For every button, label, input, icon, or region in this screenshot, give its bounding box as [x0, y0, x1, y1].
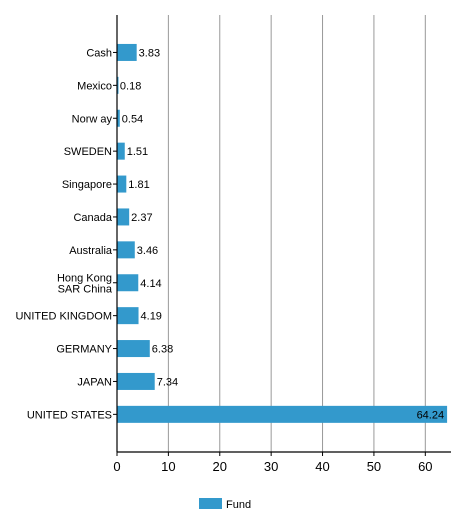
legend-swatch-fund — [199, 498, 222, 509]
value-label-germany: 6.38 — [152, 344, 173, 356]
legend-label-fund: Fund — [226, 499, 251, 511]
category-label-singapore: Singapore — [62, 179, 112, 191]
x-tick-labels: 0 10 20 30 40 50 60 — [113, 459, 432, 474]
value-label-united-kingdom: 4.19 — [141, 311, 162, 323]
category-labels: Cash Mexico Norw ay SWEDEN Singapore Canada Au… — [15, 47, 112, 421]
value-label-united-states: 64.24 — [417, 409, 445, 421]
category-label-united-states: UNITED STATES — [27, 409, 112, 421]
value-label-hong-kong-sar-china: 4.14 — [140, 278, 161, 290]
category-label-germany: GERMANY — [56, 344, 112, 356]
x-tick-label-10: 10 — [161, 459, 175, 474]
bar-united-kingdom — [117, 307, 139, 325]
bar-united-states — [117, 405, 448, 423]
category-label-australia: Australia — [69, 245, 113, 257]
x-tick-label-60: 60 — [418, 459, 432, 474]
bar-cash — [117, 43, 137, 61]
x-tick-label-40: 40 — [315, 459, 329, 474]
category-label-hong-kong-sar-china: Hong Kong SAR China — [57, 272, 113, 295]
category-label-cash: Cash — [86, 47, 112, 59]
category-label-japan: JAPAN — [77, 376, 112, 388]
bar-sweden — [117, 142, 125, 160]
bar-germany — [117, 340, 150, 358]
bar-norw-ay — [117, 109, 120, 127]
value-labels: 3.83 0.18 0.54 1.51 1.81 2.37 3.46 4.14 4.19 6.38… — [120, 47, 444, 421]
legend: Fund — [199, 498, 251, 511]
bar-hong-kong-sar-china — [117, 274, 139, 292]
value-label-australia: 3.46 — [137, 245, 158, 257]
bar-australia — [117, 241, 135, 259]
bar-singapore — [117, 175, 127, 193]
bars — [117, 43, 448, 423]
x-tick-label-20: 20 — [213, 459, 227, 474]
category-label-mexico: Mexico — [77, 80, 112, 92]
bar-canada — [117, 208, 130, 226]
bar-mexico — [117, 76, 119, 94]
value-label-canada: 2.37 — [131, 212, 152, 224]
x-tick-label-0: 0 — [113, 459, 120, 474]
category-label-united-kingdom: UNITED KINGDOM — [15, 311, 112, 323]
axes — [113, 15, 451, 456]
x-tick-label-30: 30 — [264, 459, 278, 474]
category-label-norw-ay: Norw ay — [72, 113, 113, 125]
bar-japan — [117, 372, 155, 390]
value-label-mexico: 0.18 — [120, 80, 141, 92]
value-label-sweden: 1.51 — [127, 146, 148, 158]
category-label-sweden: SWEDEN — [64, 146, 112, 158]
x-tick-label-50: 50 — [367, 459, 381, 474]
value-label-singapore: 1.81 — [128, 179, 149, 191]
value-label-cash: 3.83 — [139, 47, 160, 59]
value-label-norw-ay: 0.54 — [122, 113, 143, 125]
grid-lines — [167, 15, 426, 452]
category-label-canada: Canada — [73, 212, 112, 224]
value-label-japan: 7.34 — [157, 376, 178, 388]
